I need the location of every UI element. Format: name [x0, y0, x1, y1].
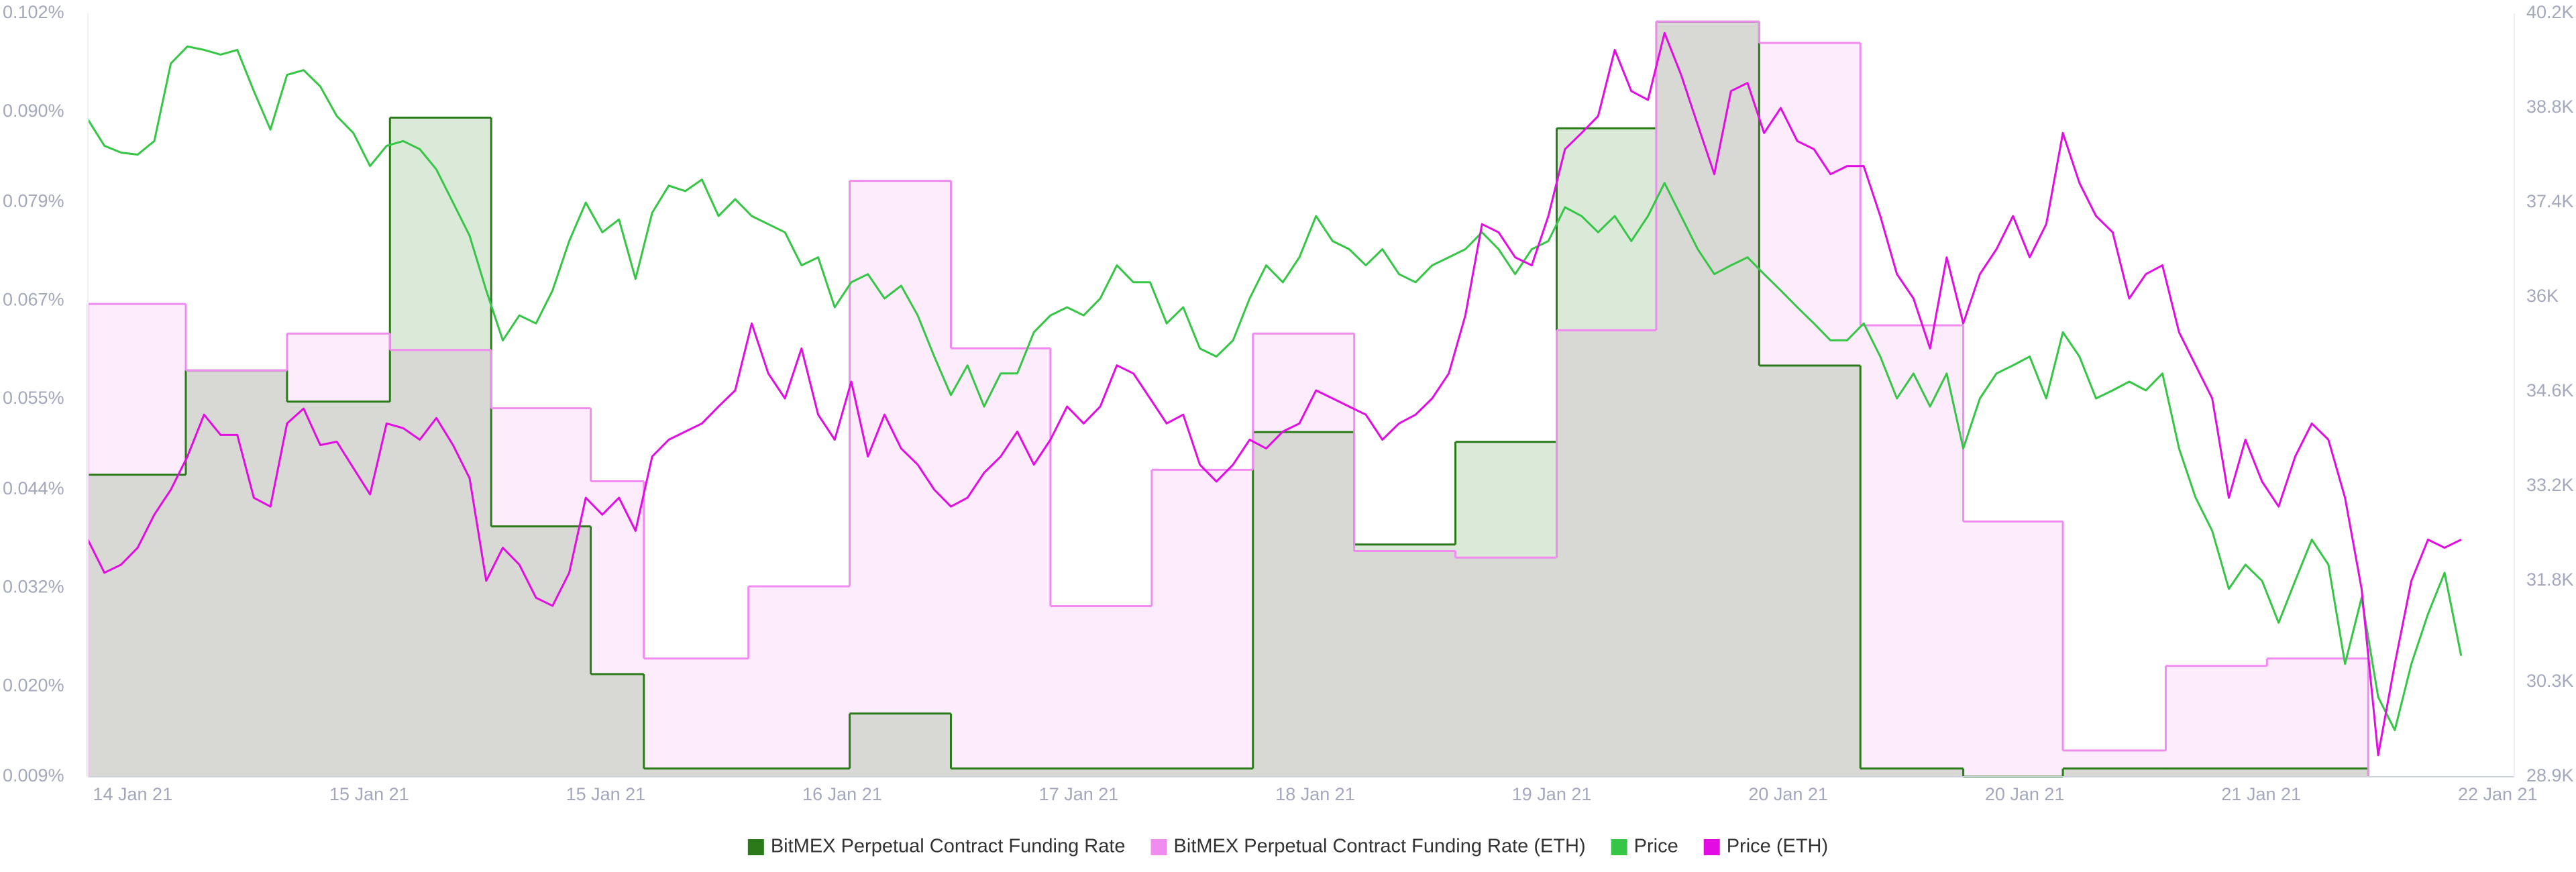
- step-area: [1252, 333, 1354, 777]
- step-area: [643, 768, 850, 777]
- step-area: [2267, 658, 2369, 777]
- legend-label: Price: [1634, 836, 1678, 857]
- step-area: [1656, 21, 1760, 777]
- step-area: [1759, 43, 1861, 777]
- y2-tick-label: 31.8K: [2526, 569, 2574, 590]
- step-area: [951, 348, 1051, 777]
- y2-tick-label: 33.2K: [2526, 475, 2574, 495]
- step-area: [1354, 551, 1456, 777]
- x-tick-label: 14 Jan 21: [93, 784, 172, 804]
- legend-marker: [1150, 839, 1167, 855]
- step-area: [1963, 521, 2063, 777]
- x-tick-label: 18 Jan 21: [1275, 784, 1355, 804]
- x-tick-label: 20 Jan 21: [1985, 784, 2065, 804]
- legend-marker: [1611, 839, 1627, 855]
- y2-tick-label: 37.4K: [2526, 191, 2574, 211]
- y-tick-label: 0.009%: [3, 765, 64, 785]
- legend-marker: [1703, 839, 1720, 855]
- step-area: [185, 370, 287, 777]
- line-layer: [87, 32, 2463, 757]
- y-tick-label: 0.055%: [3, 388, 64, 408]
- step-area: [1759, 365, 1861, 777]
- step-area: [643, 658, 749, 777]
- step-area: [748, 586, 850, 777]
- y2-tick-label: 28.9K: [2526, 765, 2574, 785]
- y2-tick-label: 34.6K: [2526, 380, 2574, 400]
- step-area: [1455, 441, 1557, 777]
- step-area: [185, 370, 287, 777]
- y-tick-label: 0.079%: [3, 191, 64, 211]
- step-area: [951, 768, 1253, 777]
- x-tick-label: 15 Jan 21: [566, 784, 646, 804]
- step-area: [590, 674, 644, 777]
- step-area: [286, 401, 390, 777]
- x-tick-label: 17 Jan 21: [1039, 784, 1119, 804]
- x-tick-label: 19 Jan 21: [1512, 784, 1592, 804]
- step-area: [1455, 557, 1557, 777]
- step-area: [1556, 128, 1656, 777]
- y2-tick-label: 36K: [2526, 286, 2559, 306]
- y2-tick-label: 38.8K: [2526, 97, 2574, 117]
- step-area: [1050, 606, 1152, 777]
- step-area: [1252, 432, 1354, 777]
- step-area: [88, 474, 186, 777]
- axis-layer: 0.009% 0.020% 0.032% 0.044% 0.055% 0.067% 0.07…: [3, 2, 2574, 804]
- step-area: [1860, 768, 1964, 777]
- y-tick-label: 0.032%: [3, 577, 64, 597]
- step-area: [1354, 544, 1456, 777]
- y-tick-label: 0.090%: [3, 101, 64, 121]
- x-tick-label: 20 Jan 21: [1748, 784, 1828, 804]
- y-tick-label: 0.020%: [3, 675, 64, 696]
- step-area: [390, 117, 492, 777]
- fill-layer: [88, 21, 2369, 777]
- step-area: [88, 304, 186, 777]
- legend-label: BitMEX Perpetual Contract Funding Rate: [771, 836, 1126, 857]
- step-area: [1151, 470, 1253, 777]
- step-area: [1860, 325, 1964, 777]
- step-area: [2165, 665, 2267, 777]
- step-area: [2063, 768, 2369, 777]
- y2-tick-label: 40.2K: [2526, 2, 2574, 22]
- step-layer: [87, 20, 2369, 778]
- price-line: [87, 45, 2463, 731]
- y2-tick-label: 30.3K: [2526, 671, 2574, 691]
- step-area: [286, 333, 390, 777]
- step-area: [1656, 21, 1760, 777]
- legend-marker: [747, 839, 764, 855]
- step-area: [491, 408, 591, 777]
- x-tick-label: 21 Jan 21: [2221, 784, 2301, 804]
- step-area: [1556, 330, 1656, 777]
- step-area: [2063, 750, 2166, 777]
- y-tick-label: 0.067%: [3, 289, 64, 309]
- step-area: [491, 526, 591, 777]
- step-area: [390, 349, 492, 777]
- step-area: [849, 713, 951, 777]
- price-line: [87, 32, 2462, 757]
- step-area: [849, 180, 951, 777]
- y-tick-label: 0.044%: [3, 478, 64, 498]
- legend-label: Price (ETH): [1727, 836, 1828, 857]
- x-tick-label: 22 Jan 21: [2458, 784, 2538, 804]
- y-tick-label: 0.102%: [3, 2, 64, 22]
- x-tick-label: 15 Jan 21: [329, 784, 409, 804]
- legend: BitMEX Perpetual Contract Funding Rate Bi…: [747, 836, 1828, 857]
- x-tick-label: 16 Jan 21: [802, 784, 882, 804]
- legend-label: BitMEX Perpetual Contract Funding Rate (…: [1174, 836, 1586, 857]
